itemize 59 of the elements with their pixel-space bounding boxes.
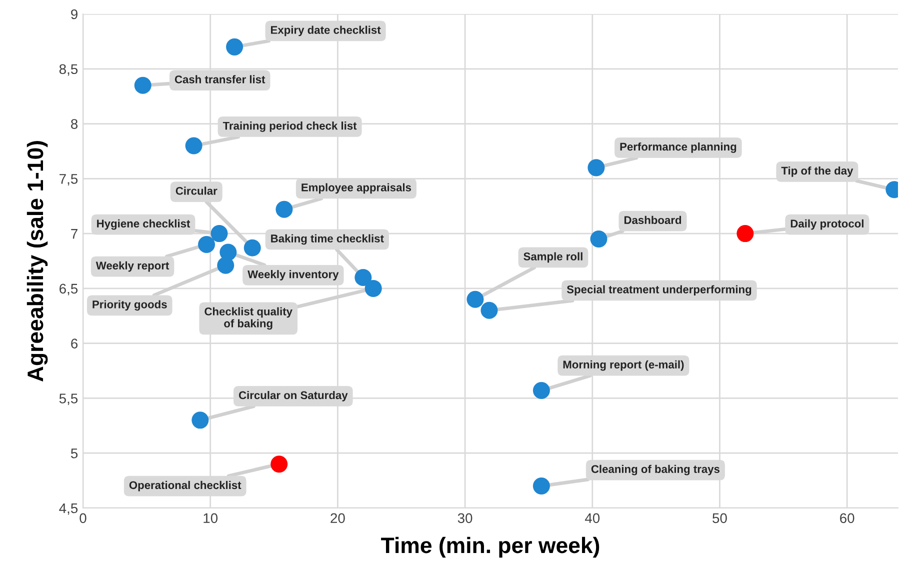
point <box>244 239 261 256</box>
point <box>354 268 372 286</box>
point <box>480 302 498 319</box>
point <box>588 159 605 176</box>
point <box>217 256 234 274</box>
annotation: Weekly report <box>96 261 170 272</box>
x-tick-label: 50 <box>712 513 727 524</box>
annotation: Circular on Saturday <box>238 391 348 402</box>
point <box>364 280 382 297</box>
annotation: Circular <box>176 186 218 195</box>
y-axis-title: Agreeability (sale 1-10) <box>26 141 48 382</box>
x-tick-label: 40 <box>584 513 600 524</box>
x-tick-label: 0 <box>80 513 86 524</box>
point <box>466 290 484 308</box>
point <box>276 200 293 218</box>
point <box>210 225 228 242</box>
point <box>198 236 216 254</box>
x-tick-label: 20 <box>330 513 345 524</box>
point <box>226 38 244 56</box>
point <box>590 230 608 248</box>
y-tick-label: 8 <box>71 119 78 129</box>
y-tick-label: 5 <box>70 448 78 458</box>
point <box>192 412 209 429</box>
y-tick-label: 6,5 <box>60 284 78 296</box>
annotation: Hygiene checklist <box>97 219 190 230</box>
point <box>134 76 152 94</box>
y-tick-label: 7,5 <box>60 174 78 186</box>
y-tick-label: 9 <box>71 9 78 20</box>
annotation: Dashboard <box>624 216 682 224</box>
y-tick-label: 7 <box>71 229 78 239</box>
point <box>185 137 202 154</box>
annotation: Sample roll <box>524 252 582 263</box>
annotation: Baking time checklist <box>271 234 384 245</box>
point <box>532 382 550 400</box>
y-tick-label: 4,5 <box>59 503 78 515</box>
annotation: Checklist quality of baking <box>204 307 292 330</box>
x-tick-label: 60 <box>840 513 854 524</box>
annotation: Daily protocol <box>790 219 864 230</box>
point <box>270 456 288 473</box>
annotation: Training period check list <box>222 122 357 132</box>
annotation: Priority goods <box>92 300 167 311</box>
annotation: Performance planning <box>620 142 736 153</box>
y-tick-label: 6 <box>71 338 78 349</box>
annotation: Cash transfer list <box>174 75 266 84</box>
annotation: Morning report (e-mail) <box>563 360 684 371</box>
y-tick-label: 8,5 <box>59 64 78 76</box>
annotation: Operational checklist <box>129 480 242 492</box>
point <box>736 225 754 242</box>
x-tick-label: 10 <box>204 513 218 524</box>
annotation: Cleaning of baking trays <box>591 464 720 476</box>
annotation: Tip of the day <box>781 166 854 177</box>
annotation: Employee appraisals <box>302 183 412 194</box>
y-tick-label: 5,5 <box>59 394 78 406</box>
annotation: Special treatment underperforming <box>566 285 752 296</box>
annotation: Weekly inventory <box>248 270 339 280</box>
annotation: Expiry date checklist <box>271 26 381 36</box>
x-tick-label: 30 <box>458 513 472 524</box>
point <box>532 478 550 495</box>
x-axis-title: Time (min. per week) <box>381 536 600 558</box>
